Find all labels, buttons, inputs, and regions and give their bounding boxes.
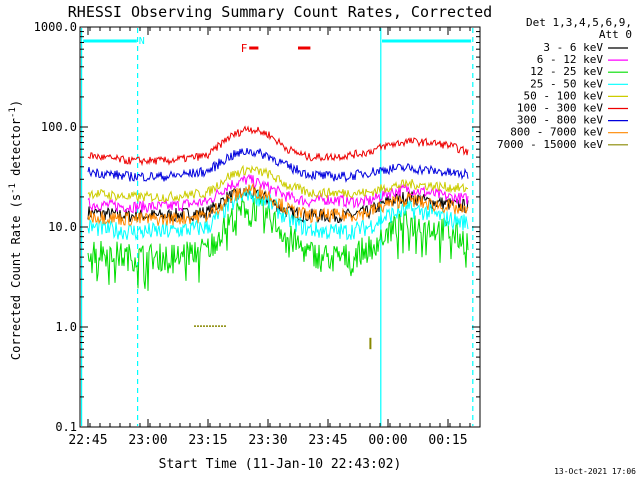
x-tick-label: 22:45: [68, 433, 107, 448]
plot-area: NF: [80, 28, 474, 426]
legend-label: 3 - 6 keV: [543, 41, 603, 54]
chart-title: RHESSI Observing Summary Count Rates, Co…: [68, 3, 492, 21]
x-tick-label: 23:15: [188, 433, 227, 448]
flare-label: F: [241, 42, 248, 55]
legend-label: 25 - 50 keV: [530, 77, 603, 90]
y-tick-label: 1.0: [55, 320, 77, 334]
y-tick-label: 10.0: [48, 220, 77, 234]
legend-label: 12 - 25 keV: [530, 65, 603, 78]
series-line: [87, 185, 469, 241]
series-line: [87, 182, 469, 226]
legend-header-1: Det 1,3,4,5,6,9,: [526, 16, 632, 29]
timestamp: 13-Oct-2021 17:06: [554, 467, 636, 476]
night-label: N: [139, 36, 145, 47]
legend-label: 7000 - 15000 keV: [497, 138, 603, 151]
series-line: [87, 164, 469, 203]
y-axis: 1000.0 100.0 10.0 1.0 0.1: [34, 20, 480, 434]
x-tick-label: 23:00: [128, 433, 167, 448]
series-line: [87, 173, 469, 214]
x-tick-label: 00:15: [428, 433, 467, 448]
series-line: [87, 125, 469, 167]
y-tick-label: 1000.0: [34, 20, 77, 34]
y-axis-label: Corrected Count Rate (s-1 detector-1): [8, 100, 23, 360]
x-tick-label: 23:45: [308, 433, 347, 448]
legend-label: 100 - 300 keV: [517, 102, 603, 115]
legend-label: 800 - 7000 keV: [510, 126, 603, 139]
x-axis-label: Start Time (11-Jan-10 22:43:02): [159, 457, 402, 472]
series-line: [87, 147, 469, 183]
legend-header-2: Att 0: [599, 28, 632, 41]
legend-label: 6 - 12 keV: [537, 53, 604, 66]
x-tick-label: 00:00: [368, 433, 407, 448]
legend-label: 50 - 100 keV: [524, 89, 604, 102]
x-tick-label: 23:30: [248, 433, 287, 448]
y-tick-label: 100.0: [41, 120, 77, 134]
y-tick-label: 0.1: [55, 420, 77, 434]
x-axis: 22:45 23:00 23:15 23:30 23:45 00:00 00:15: [68, 27, 481, 448]
legend-label: 300 - 800 keV: [517, 114, 603, 127]
